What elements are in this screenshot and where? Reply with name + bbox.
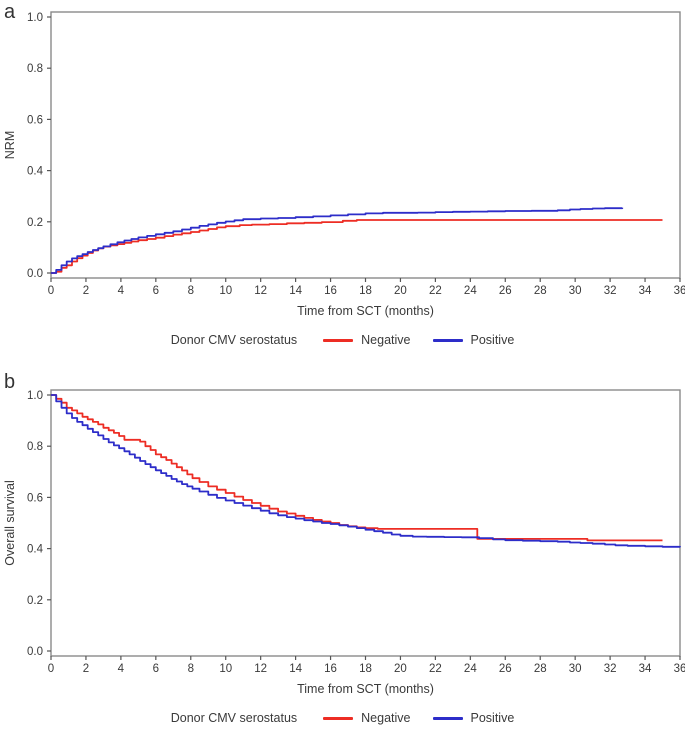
x-tick-label: 22 — [429, 285, 442, 297]
x-tick-label: 6 — [153, 663, 159, 674]
x-tick-label: 26 — [499, 663, 512, 674]
y-tick-label: 0.8 — [27, 63, 43, 75]
x-tick-label: 24 — [464, 285, 477, 297]
x-tick-label: 34 — [639, 663, 652, 674]
plot-frame — [50, 389, 681, 657]
panel-a-legend-entry-negative: Negative — [323, 333, 411, 347]
panel-a-legend: Donor CMV serostatus Negative Positive — [0, 333, 685, 347]
x-tick-label: 4 — [118, 663, 125, 674]
negative-line-swatch — [323, 716, 354, 720]
x-axis: 0 2 4 6 8 10 12 14 16 18 20 22 24 26 28 30 32 34 36 — [48, 278, 685, 297]
x-tick-label: 6 — [153, 285, 159, 297]
x-tick-label: 0 — [48, 663, 54, 674]
panel-a-legend-label-negative: Negative — [361, 333, 411, 347]
x-tick-label: 30 — [569, 285, 582, 297]
x-tick-label: 30 — [569, 663, 582, 674]
panel-a-legend-entry-positive: Positive — [432, 333, 515, 347]
y-tick-label: 1.0 — [27, 390, 43, 402]
x-tick-label: 14 — [289, 663, 302, 674]
y-tick-label: 0.0 — [27, 646, 43, 658]
panel-b-legend-entry-negative: Negative — [323, 711, 411, 725]
x-tick-label: 26 — [499, 285, 512, 297]
x-tick-label: 36 — [674, 663, 685, 674]
panel-b-legend-label-negative: Negative — [361, 711, 411, 725]
x-tick-label: 20 — [394, 663, 407, 674]
x-tick-label: 10 — [219, 663, 232, 674]
x-tick-label: 20 — [394, 285, 407, 297]
x-tick-label: 12 — [254, 663, 267, 674]
y-axis: 0.0 0.2 0.4 0.6 0.8 1.0 — [27, 390, 51, 658]
x-tick-label: 22 — [429, 663, 442, 674]
series-negative-line — [51, 219, 663, 274]
x-tick-label: 4 — [118, 285, 125, 297]
y-tick-label: 0.4 — [27, 544, 44, 556]
x-tick-label: 0 — [48, 285, 54, 297]
x-tick-label: 28 — [534, 285, 547, 297]
x-tick-label: 8 — [188, 285, 194, 297]
y-tick-label: 0.0 — [27, 268, 43, 280]
y-tick-label: 0.2 — [27, 217, 43, 229]
panel-b-legend-entry-positive: Positive — [432, 711, 515, 725]
positive-line-swatch — [432, 716, 463, 720]
x-tick-label: 2 — [83, 285, 89, 297]
panel-a-legend-title: Donor CMV serostatus — [170, 333, 298, 347]
x-tick-label: 28 — [534, 663, 547, 674]
x-tick-label: 12 — [254, 285, 267, 297]
x-tick-label: 34 — [639, 285, 652, 297]
panel-b-legend-label-positive: Positive — [470, 711, 515, 725]
y-tick-label: 0.6 — [27, 114, 43, 126]
y-tick-label: 1.0 — [27, 12, 43, 24]
x-tick-label: 18 — [359, 663, 372, 674]
y-tick-label: 0.2 — [27, 595, 43, 607]
panel-a-xaxis-title: Time from SCT (months) — [297, 304, 434, 318]
y-axis-title: NRM — [3, 131, 17, 159]
y-axis-title: Overall survival — [3, 480, 17, 565]
panel-a-chart: 0.00.20.40.60.81.00 2 4 6 8 10 12 14 16 18 20 22 24 2… — [3, 11, 685, 297]
x-tick-label: 10 — [219, 285, 232, 297]
x-tick-label: 14 — [289, 285, 302, 297]
x-tick-label: 24 — [464, 663, 477, 674]
x-tick-label: 8 — [188, 663, 194, 674]
x-tick-label: 36 — [674, 285, 685, 297]
x-tick-label: 2 — [83, 663, 89, 674]
panel-a-legend-label-positive: Positive — [470, 333, 515, 347]
panel-b-xaxis-title: Time from SCT (months) — [297, 682, 434, 696]
panel-b-label: b — [4, 371, 16, 393]
negative-line-swatch — [323, 338, 354, 342]
y-tick-label: 0.6 — [27, 492, 43, 504]
x-tick-label: 32 — [604, 285, 617, 297]
x-tick-label: 16 — [324, 663, 337, 674]
y-tick-label: 0.8 — [27, 441, 43, 453]
y-tick-label: 0.4 — [27, 166, 44, 178]
panel-b-chart: 0.00.20.40.60.81.00 2 4 6 8 10 12 14 16 18 20 22 24 2… — [3, 389, 685, 674]
x-tick-label: 18 — [359, 285, 372, 297]
positive-line-swatch — [432, 338, 463, 342]
series-negative-line — [51, 394, 663, 542]
panel-b-legend-title: Donor CMV serostatus — [170, 711, 298, 725]
x-tick-label: 32 — [604, 663, 617, 674]
panel-a-label: a — [4, 1, 16, 23]
y-axis: 0.0 0.2 0.4 0.6 0.8 1.0 — [27, 12, 51, 280]
panel-b-legend: Donor CMV serostatus Negative Positive — [0, 711, 685, 725]
series-positive-line — [51, 207, 624, 274]
series-positive-line — [51, 394, 681, 548]
x-axis: 0 2 4 6 8 10 12 14 16 18 20 22 24 26 28 30 32 34 36 — [48, 656, 685, 674]
x-tick-label: 16 — [324, 285, 337, 297]
